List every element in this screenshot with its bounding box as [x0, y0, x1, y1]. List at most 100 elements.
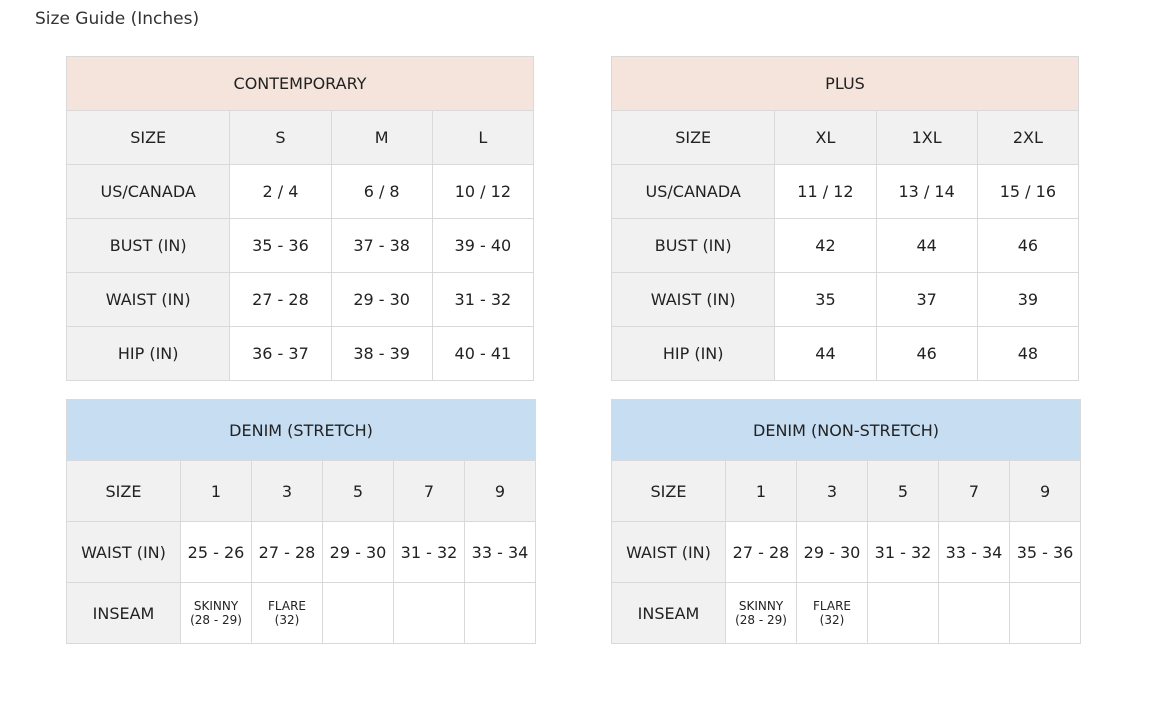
table-cell — [463, 582, 537, 644]
table-cell — [393, 582, 465, 644]
row-label: HIP (IN) — [610, 326, 776, 381]
table-cell: FLARE (32) — [796, 582, 868, 644]
table-cell: 6 / 8 — [330, 164, 433, 219]
table-cell: 3 — [251, 460, 323, 522]
table-cell: 33 - 34 — [938, 521, 1010, 583]
table-cell: L — [431, 110, 535, 165]
table-cell: 31 - 32 — [393, 521, 465, 583]
page-title: Size Guide (Inches) — [35, 9, 200, 29]
table-cell: 37 - 38 — [330, 218, 433, 273]
table-row: WAIST (IN) 35 37 39 — [610, 272, 1080, 327]
table-cell: 40 - 41 — [431, 326, 535, 381]
table-cell: M — [330, 110, 433, 165]
table-heading: CONTEMPORARY — [66, 56, 534, 111]
table-cell: 7 — [393, 460, 465, 522]
table-row: HIP (IN) 44 46 48 — [610, 326, 1080, 381]
table-cell: XL — [774, 110, 877, 165]
table-cell: 10 / 12 — [431, 164, 535, 219]
table-cell: 44 — [875, 218, 978, 273]
row-label: WAIST (IN) — [610, 272, 776, 327]
table-cell: 3 — [796, 460, 868, 522]
table-row: INSEAM SKINNY (28 - 29) FLARE (32) — [611, 582, 1082, 644]
table-cell — [867, 582, 939, 644]
row-label: HIP (IN) — [65, 326, 231, 381]
plus-size-table: PLUS SIZE XL 1XL 2XL US/CANADA 11 / 12 13 / 14 1… — [610, 56, 1080, 381]
table-row: BUST (IN) 35 - 36 37 - 38 39 - 40 — [65, 218, 535, 273]
table-cell: 48 — [976, 326, 1080, 381]
table-cell: 1 — [180, 460, 252, 522]
table-cell: 35 - 36 — [1008, 521, 1082, 583]
table-cell: SKINNY (28 - 29) — [180, 582, 252, 644]
table-cell: 46 — [875, 326, 978, 381]
row-label: WAIST (IN) — [611, 521, 726, 583]
row-label: US/CANADA — [610, 164, 776, 219]
table-row: WAIST (IN) 27 - 28 29 - 30 31 - 32 — [65, 272, 535, 327]
table-cell: 36 - 37 — [229, 326, 332, 381]
table-row: SIZE S M L — [65, 110, 535, 165]
table-cell: FLARE (32) — [251, 582, 323, 644]
table-cell: 33 - 34 — [463, 521, 537, 583]
table-cell: S — [229, 110, 332, 165]
table-heading: DENIM (NON-STRETCH) — [610, 399, 1082, 461]
row-label: BUST (IN) — [610, 218, 776, 273]
table-cell: 11 / 12 — [774, 164, 877, 219]
table-heading-row: CONTEMPORARY — [66, 56, 534, 111]
row-label: US/CANADA — [65, 164, 231, 219]
table-cell: 13 / 14 — [875, 164, 978, 219]
table-cell: 27 - 28 — [251, 521, 323, 583]
row-label: SIZE — [611, 460, 726, 522]
table-row: SIZE XL 1XL 2XL — [610, 110, 1080, 165]
table-row: INSEAM SKINNY (28 - 29) FLARE (32) — [66, 582, 537, 644]
table-cell: 2 / 4 — [229, 164, 332, 219]
table-cell: 42 — [774, 218, 877, 273]
table-heading-row: PLUS — [611, 56, 1079, 111]
table-cell: 35 — [774, 272, 877, 327]
table-cell: 2XL — [976, 110, 1080, 165]
row-label: WAIST (IN) — [66, 521, 181, 583]
table-cell: 46 — [976, 218, 1080, 273]
table-cell: 9 — [463, 460, 537, 522]
table-cell — [1008, 582, 1082, 644]
row-label: SIZE — [610, 110, 776, 165]
table-row: SIZE 1 3 5 7 9 — [66, 460, 537, 522]
table-cell — [322, 582, 394, 644]
table-cell: 35 - 36 — [229, 218, 332, 273]
denim-non-stretch-size-table: DENIM (NON-STRETCH) SIZE 1 3 5 7 9 WAIST (IN) 27… — [610, 399, 1082, 644]
table-row: HIP (IN) 36 - 37 38 - 39 40 - 41 — [65, 326, 535, 381]
table-row: SIZE 1 3 5 7 9 — [611, 460, 1082, 522]
table-cell: 15 / 16 — [976, 164, 1080, 219]
table-cell: 29 - 30 — [330, 272, 433, 327]
row-label: SIZE — [65, 110, 231, 165]
row-label: INSEAM — [66, 582, 181, 644]
table-heading: PLUS — [611, 56, 1079, 111]
row-label: WAIST (IN) — [65, 272, 231, 327]
table-cell: 31 - 32 — [867, 521, 939, 583]
table-row: US/CANADA 11 / 12 13 / 14 15 / 16 — [610, 164, 1080, 219]
table-row: BUST (IN) 42 44 46 — [610, 218, 1080, 273]
table-cell: 37 — [875, 272, 978, 327]
table-row: WAIST (IN) 27 - 28 29 - 30 31 - 32 33 - 34 35… — [611, 521, 1082, 583]
row-label: SIZE — [66, 460, 181, 522]
table-cell: 9 — [1008, 460, 1082, 522]
row-label: INSEAM — [611, 582, 726, 644]
table-cell: 1XL — [875, 110, 978, 165]
table-cell: 39 — [976, 272, 1080, 327]
denim-stretch-size-table: DENIM (STRETCH) SIZE 1 3 5 7 9 WAIST (IN) 25 - 2… — [65, 399, 537, 644]
row-label: BUST (IN) — [65, 218, 231, 273]
table-cell: 31 - 32 — [431, 272, 535, 327]
table-cell: 5 — [867, 460, 939, 522]
table-cell: SKINNY (28 - 29) — [725, 582, 797, 644]
table-heading-row: DENIM (NON-STRETCH) — [610, 399, 1082, 461]
table-cell: 7 — [938, 460, 1010, 522]
table-cell: 44 — [774, 326, 877, 381]
table-row: WAIST (IN) 25 - 26 27 - 28 29 - 30 31 - 32 33… — [66, 521, 537, 583]
table-cell: 29 - 30 — [796, 521, 868, 583]
table-cell: 27 - 28 — [725, 521, 797, 583]
table-cell: 5 — [322, 460, 394, 522]
table-cell: 27 - 28 — [229, 272, 332, 327]
table-heading-row: DENIM (STRETCH) — [65, 399, 537, 461]
table-cell: 1 — [725, 460, 797, 522]
table-cell: 25 - 26 — [180, 521, 252, 583]
